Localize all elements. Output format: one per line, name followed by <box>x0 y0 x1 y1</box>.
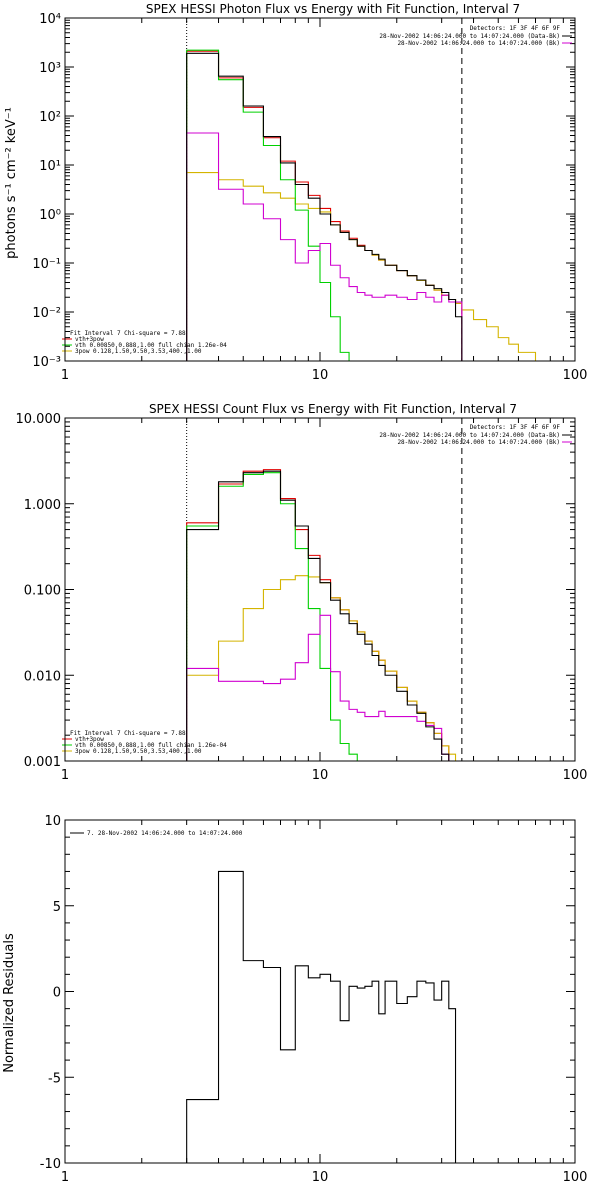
series-bk <box>186 614 450 761</box>
series-3pow <box>186 172 551 362</box>
x-tick-label: 100 <box>563 1170 588 1185</box>
y-tick-label: 10⁻¹ <box>32 257 61 272</box>
photon-flux-panel: SPEX HESSI Photon Flux vs Energy with Fi… <box>4 2 587 383</box>
count-fit-info-3: 3pow 0.128,1.50,9.50,3.53,400.,1.00 <box>75 748 202 755</box>
series-vth-3pow <box>186 469 450 761</box>
x-tick-label: 10 <box>312 768 329 783</box>
x-tick-label: 10 <box>312 1170 329 1185</box>
count-legend-header: Detectors: 1F 3F 4F 6F 9F <box>470 424 561 431</box>
photon-flux-ylabel: photons s⁻¹ cm⁻² keV⁻¹ <box>4 107 19 259</box>
y-tick-label: 10⁴ <box>39 12 61 27</box>
x-tick-label: 1 <box>61 368 69 383</box>
x-tick-label: 10 <box>312 368 329 383</box>
count-flux-title: SPEX HESSI Count Flux vs Energy with Fit… <box>149 402 517 416</box>
count-legend-entry-data: 28-Nov-2002 14:06:24.000 to 14:07:24.000… <box>379 432 560 439</box>
count-fit-info-0: Fit Interval 7 Chi-square = 7.88 <box>70 730 186 737</box>
y-tick-label: 10² <box>39 110 61 125</box>
y-tick-label: -10 <box>40 1157 61 1172</box>
y-tick-label: 0.100 <box>24 584 61 599</box>
photon-flux-title: SPEX HESSI Photon Flux vs Energy with Fi… <box>146 2 520 16</box>
photon-fit-info-2: vth 0.00850,0.888,1.00 full chian 1.26e-… <box>75 342 227 349</box>
photon-legend-entry-data: 28-Nov-2002 14:06:24.000 to 14:07:24.000… <box>379 33 560 40</box>
y-tick-label: 5 <box>53 900 61 915</box>
series-series <box>186 870 462 1164</box>
x-tick-label: 100 <box>563 368 588 383</box>
x-tick-label: 1 <box>61 1170 69 1185</box>
residuals-legend-label: 7. 28-Nov-2002 14:06:24.000 to 14:07:24.… <box>87 830 243 837</box>
series-data-bk <box>186 470 450 761</box>
y-tick-label: 0.001 <box>24 755 61 770</box>
residuals-frame <box>64 819 576 1164</box>
x-tick-label: 100 <box>563 768 588 783</box>
residuals-panel: Normalized Residuals 1 10 100 -10 -5 0 5 10 7. … <box>2 814 587 1185</box>
y-tick-label: 10⁻³ <box>32 355 61 370</box>
photon-legend-header: Detectors: 1F 3F 4F 6F 9F <box>470 25 561 32</box>
count-flux-panel: SPEX HESSI Count Flux vs Energy with Fit… <box>16 402 588 783</box>
series-vth <box>186 472 365 762</box>
y-tick-label: -5 <box>48 1071 61 1086</box>
series-vth-3pow <box>186 50 463 361</box>
count-flux-frame <box>64 417 576 762</box>
photon-flux-frame <box>64 17 576 362</box>
y-tick-label: 10³ <box>39 61 61 76</box>
y-tick-label: 0.010 <box>24 669 61 684</box>
y-tick-label: 10 <box>44 814 61 829</box>
series-bk <box>186 132 463 361</box>
y-tick-label: 10⁰ <box>39 208 61 223</box>
count-fit-info-1: vth+3pow <box>75 736 104 743</box>
y-tick-label: 1.000 <box>24 498 61 513</box>
y-tick-label: 10⁻² <box>32 306 61 321</box>
series-vth <box>186 49 365 362</box>
photon-fit-info-0: Fit Interval 7 Chi-square = 7.88 <box>70 330 186 337</box>
residuals-ylabel: Normalized Residuals <box>2 933 17 1073</box>
photon-fit-info-1: vth+3pow <box>75 336 104 343</box>
photon-legend-entry-bk: 28-Nov-2002 14:06:24.000 to 14:07:24.000… <box>397 40 560 47</box>
y-tick-label: 10¹ <box>39 159 61 174</box>
count-legend-entry-bk: 28-Nov-2002 14:06:24.000 to 14:07:24.000… <box>397 439 560 446</box>
series-3pow <box>186 575 462 762</box>
count-fit-info-2: vth 0.00850,0.888,1.00 full chian 1.26e-… <box>75 742 227 749</box>
y-tick-label: 10.000 <box>16 412 62 427</box>
y-tick-label: 0 <box>53 986 61 1001</box>
x-tick-label: 1 <box>61 768 69 783</box>
photon-fit-info-3: 3pow 0.128,1.50,9.50,3.53,400.,1.00 <box>75 348 202 355</box>
series-data-bk <box>186 52 463 361</box>
